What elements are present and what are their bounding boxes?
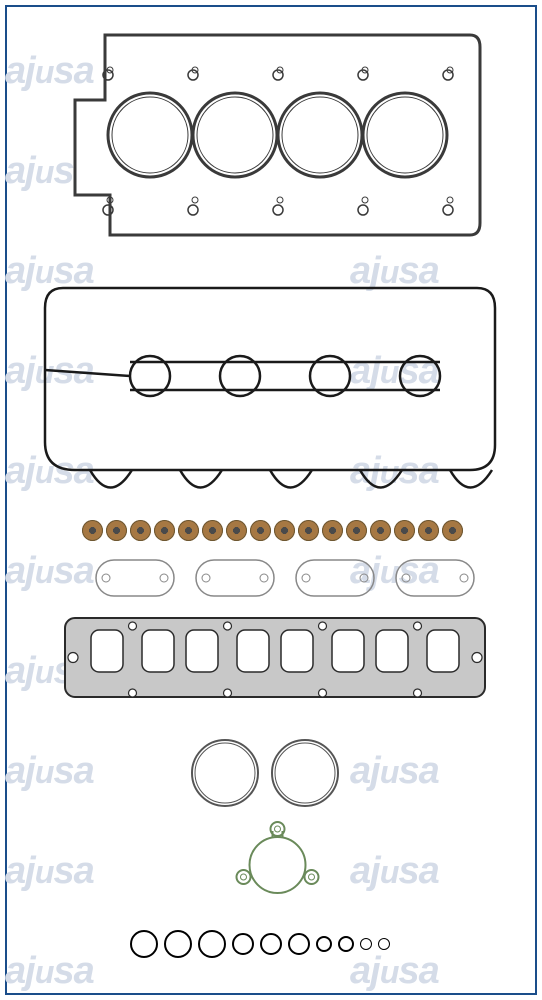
oring (288, 933, 310, 955)
valve-stem-seal (130, 520, 151, 541)
valve-stem-seal (226, 520, 247, 541)
valve-stem-seal (370, 520, 391, 541)
thermostat-housing-gasket (230, 820, 350, 920)
oring (232, 933, 254, 955)
valve-stem-seal (82, 520, 103, 541)
oring (130, 930, 158, 958)
valve-stem-seal (418, 520, 439, 541)
oring (378, 938, 390, 950)
oring (260, 933, 282, 955)
oring (316, 936, 332, 952)
valve-stem-seal (298, 520, 319, 541)
valve-stem-seal (178, 520, 199, 541)
valve-cover-gasket (0, 0, 542, 510)
exhaust-manifold-gasket (0, 610, 542, 725)
throttle-body-gaskets (0, 735, 542, 821)
valve-stem-seal (250, 520, 271, 541)
oring (164, 930, 192, 958)
valve-stem-seal (394, 520, 415, 541)
valve-stem-seal (346, 520, 367, 541)
intake-manifold-gaskets (0, 555, 542, 605)
oring-set (130, 930, 390, 958)
oring (360, 938, 372, 950)
oring (198, 930, 226, 958)
valve-stem-seal (154, 520, 175, 541)
valve-stem-seal (274, 520, 295, 541)
valve-stem-seal (442, 520, 463, 541)
valve-stem-seal (106, 520, 127, 541)
valve-stem-seal (322, 520, 343, 541)
oring (338, 936, 354, 952)
valve-stem-seal (202, 520, 223, 541)
